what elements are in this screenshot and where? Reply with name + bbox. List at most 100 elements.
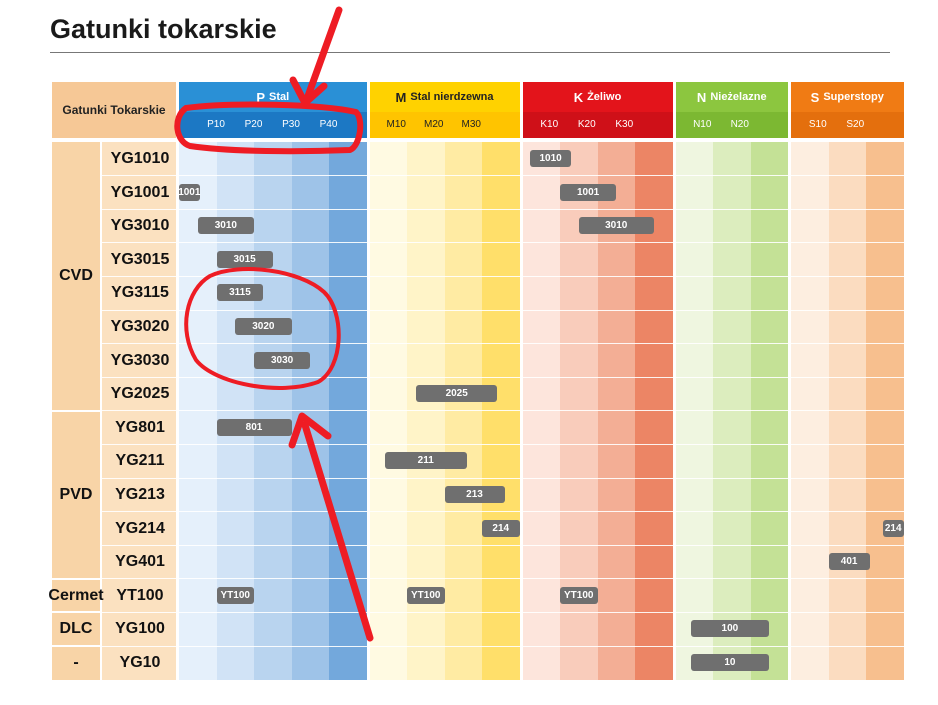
grade-highlight-loop (184, 267, 341, 390)
grade-label-YG214: YG214 (115, 519, 165, 537)
sub-label-P20: P20 (244, 119, 263, 130)
sub-label-N20: N20 (730, 119, 749, 130)
group-name-K: Żeliwo (587, 91, 622, 103)
row-divider (100, 309, 904, 311)
bar-YT100-M: YT100 (407, 586, 445, 604)
row-divider (100, 544, 904, 546)
sub-label-P40: P40 (319, 119, 338, 130)
grade-label-YG1010: YG1010 (110, 150, 170, 167)
grade-label-YT100: YT100 (116, 586, 164, 604)
corner-header: Gatunki Tokarskie (62, 103, 166, 117)
bar-YG214-M: 214 (482, 519, 520, 537)
bar-YG1010-K: 1010 (530, 150, 572, 167)
group-subheader-N (675, 112, 788, 138)
coating-label-2: Cermet (48, 586, 104, 604)
group-header-S (791, 82, 904, 112)
bar-YG3115-P: 3115 (216, 284, 264, 302)
sub-label-P10: P10 (207, 119, 225, 130)
sub-label-M20: M20 (424, 119, 444, 130)
sub-label-K10: K10 (540, 119, 559, 130)
row-divider (100, 343, 904, 345)
grade-label-YG213: YG213 (115, 486, 165, 503)
row-divider (100, 175, 904, 177)
group-subheader-P (179, 112, 367, 138)
group-letter-M: M (395, 89, 407, 105)
bar-YG3010-K: 3010 (578, 217, 654, 235)
row-divider (100, 477, 904, 479)
group-letter-S: S (810, 89, 820, 105)
arrow-bottom-shaft (301, 421, 374, 642)
row-divider (100, 376, 904, 378)
sub-label-K20: K20 (577, 119, 596, 130)
grade-label-YG2025: YG2025 (110, 385, 170, 403)
grade-label-YG3010: YG3010 (110, 217, 170, 235)
row-divider (100, 578, 904, 580)
group-header-N (675, 82, 788, 112)
bar-YG3015-P: 3015 (216, 250, 273, 268)
grade-label-YG100: YG100 (115, 620, 165, 638)
row-divider (100, 611, 904, 613)
row-divider (100, 511, 904, 513)
bar-YG2025-M: 2025 (416, 385, 497, 403)
coating-divider (52, 577, 102, 580)
bar-YG10-N: 10 (690, 654, 770, 671)
group-name-M: Stal nierdzewna (410, 91, 494, 103)
sub-label-S10: S10 (808, 119, 827, 130)
grade-label-YG3115: YG3115 (111, 284, 169, 302)
coating-divider (52, 645, 102, 647)
coating-label-0: CVD (59, 267, 93, 285)
group-header-M (369, 82, 520, 112)
group-subheader-K (522, 112, 673, 138)
row-divider (100, 208, 904, 210)
bar-YG1001-K: 1001 (560, 183, 617, 201)
coating-label-4: - (73, 653, 79, 671)
coating-label-3: DLC (59, 620, 93, 638)
group-title-N: N Nieżelazne (676, 82, 789, 112)
group-title-P: P Stal (179, 82, 367, 112)
group-subheader-M (369, 112, 520, 138)
row-divider (100, 410, 904, 412)
group-subheader-S (791, 112, 904, 138)
row-divider (100, 443, 904, 445)
grade-label-YG1001: YG1001 (110, 183, 170, 201)
group-letter-K: K (573, 89, 584, 105)
group-title-S: S Superstopy (791, 82, 904, 112)
grade-label-YG801: YG801 (115, 418, 165, 436)
bar-YG3020-P: 3020 (235, 318, 292, 335)
bar-YG401-S: 401 (828, 553, 870, 571)
coating-divider (52, 409, 102, 412)
group-letter-N: N (696, 89, 707, 105)
row-divider (100, 242, 904, 244)
group-name-N: Nieżelazne (710, 91, 767, 103)
row-divider (100, 275, 904, 277)
sub-label-S20: S20 (846, 119, 865, 130)
grade-label-YG10: YG10 (119, 654, 161, 671)
bar-YG801-P: 801 (216, 418, 292, 436)
sub-label-N10: N10 (693, 119, 712, 130)
group-title-K: K Żeliwo (523, 82, 673, 112)
sub-label-P30: P30 (282, 119, 300, 130)
group-header-K (522, 82, 673, 112)
arrow-top-shaft (304, 6, 343, 100)
bar-YG3030-P: 3030 (254, 351, 311, 369)
bar-YG100-N: 100 (690, 620, 770, 638)
title-divider (50, 52, 890, 53)
group-name-P: Stal (268, 91, 290, 103)
coating-divider (52, 611, 102, 614)
bar-YG213-M: 213 (444, 486, 505, 503)
grade-label-YG3030: YG3030 (110, 351, 170, 369)
sub-label-M30: M30 (461, 119, 481, 130)
sub-label-K30: K30 (615, 119, 634, 130)
group-name-S: Superstopy (823, 91, 884, 103)
grade-label-YG3020: YG3020 (110, 318, 170, 335)
bar-YG3010-P: 3010 (197, 217, 254, 235)
grade-label-YG3015: YG3015 (110, 250, 170, 268)
bar-YT100-P: YT100 (216, 586, 254, 604)
bar-YG214-S: 214 (882, 519, 904, 537)
page-title: Gatunki tokarskie (50, 14, 277, 44)
group-title-M: M Stal nierdzewna (370, 82, 520, 112)
group-letter-P: P (256, 89, 265, 105)
